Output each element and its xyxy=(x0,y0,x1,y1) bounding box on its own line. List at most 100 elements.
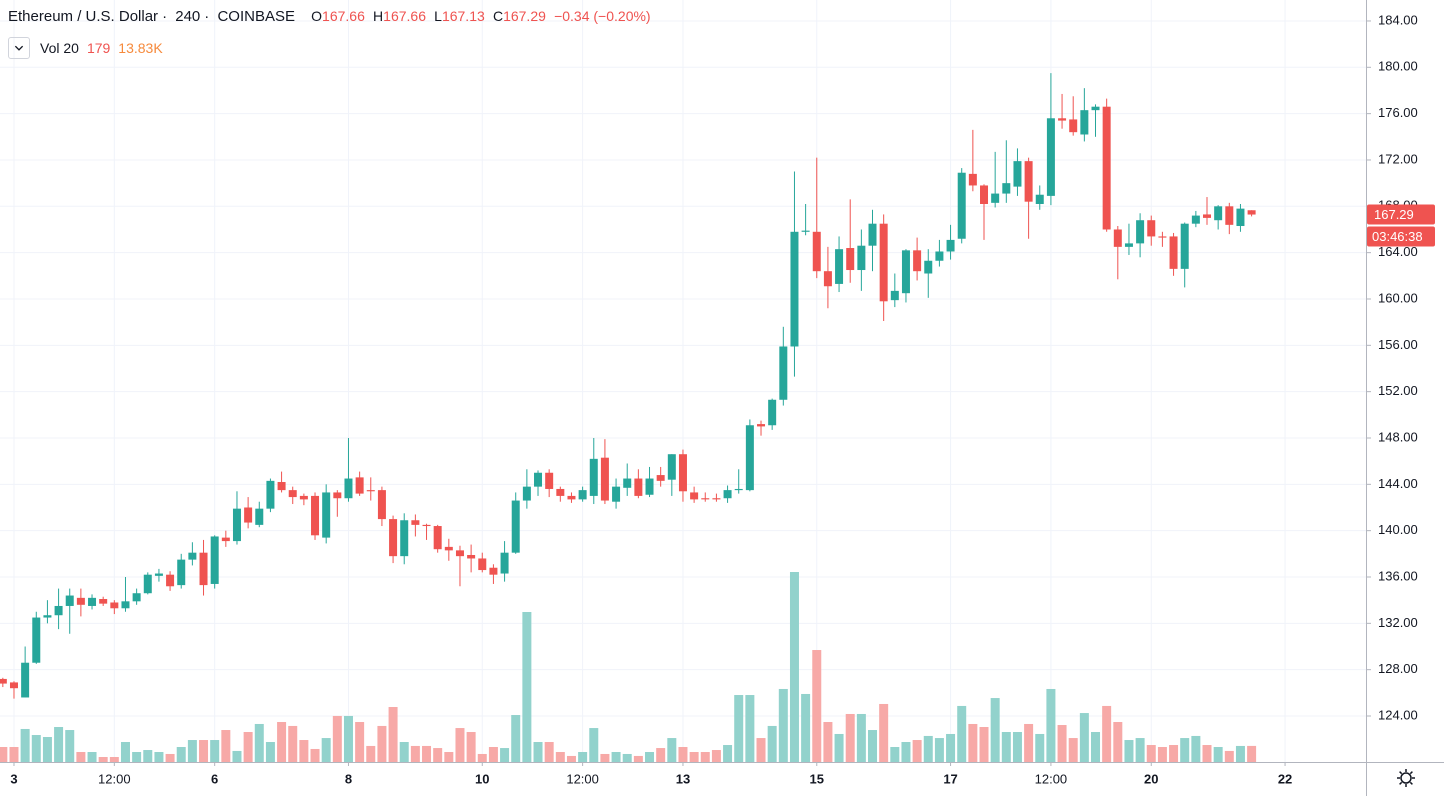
volume-bar xyxy=(1213,747,1223,762)
volume-bar xyxy=(410,745,420,762)
volume-bar xyxy=(912,740,922,762)
candle-body xyxy=(957,172,966,239)
candle-body xyxy=(556,488,565,496)
volume-bar xyxy=(388,707,398,762)
candle-body xyxy=(1169,236,1178,269)
volume-bar xyxy=(789,572,799,762)
volume-bar xyxy=(165,753,175,762)
candle-body xyxy=(1214,206,1223,221)
volume-bar xyxy=(76,752,86,762)
volume-bar xyxy=(477,753,487,762)
candle-body xyxy=(210,536,219,584)
volume-bar xyxy=(756,738,766,762)
candle-body xyxy=(790,231,799,347)
volume-bar xyxy=(65,730,75,762)
volume-bar xyxy=(1057,725,1067,762)
volume-bar xyxy=(745,695,755,762)
y-tick-label: 180.00 xyxy=(1378,59,1418,74)
h-label: H xyxy=(373,8,384,24)
volume-bar xyxy=(801,693,811,762)
volume-bar xyxy=(979,727,989,762)
y-tick-label: 136.00 xyxy=(1378,568,1418,583)
volume-bar xyxy=(723,745,733,762)
volume-bar xyxy=(20,728,30,762)
volume-bar xyxy=(310,748,320,762)
candle-body xyxy=(612,486,621,502)
volume-bar xyxy=(879,703,889,762)
volume-bar xyxy=(87,752,97,762)
candle-body xyxy=(266,480,275,509)
candle-body xyxy=(467,554,476,559)
o-label: O xyxy=(311,8,323,24)
candle-body xyxy=(779,346,788,400)
volume-bar xyxy=(868,730,878,762)
volume-bar xyxy=(678,747,688,762)
volume-bar xyxy=(923,735,933,762)
volume-bar xyxy=(946,733,956,762)
low-value: 167.13 xyxy=(441,8,485,24)
candle-body xyxy=(1136,220,1145,244)
settings-icon[interactable] xyxy=(1397,769,1415,787)
volume-bar xyxy=(711,750,721,762)
candle-body xyxy=(812,231,821,272)
candle-body xyxy=(1046,118,1055,196)
volume-bar xyxy=(533,742,543,762)
volume-bar xyxy=(1068,738,1078,762)
candle-body xyxy=(9,682,18,689)
volume-bar xyxy=(199,740,209,762)
price-tag-label: 167.29 xyxy=(1374,207,1414,222)
volume-bar xyxy=(611,752,621,762)
candle-body xyxy=(132,593,141,602)
x-tick-label: 6 xyxy=(211,771,218,786)
candle-body xyxy=(1124,243,1133,247)
x-tick-label: 8 xyxy=(345,771,352,786)
candle-body xyxy=(54,605,63,616)
candle-body xyxy=(344,478,353,499)
candle-body xyxy=(255,508,264,525)
x-tick-label: 10 xyxy=(475,771,489,786)
volume-bar xyxy=(1202,745,1212,762)
candle-body xyxy=(377,490,386,520)
candle-body xyxy=(299,495,308,500)
candle-body xyxy=(991,193,1000,203)
candle-body xyxy=(121,601,130,609)
candle-body xyxy=(913,250,922,272)
volume-bar xyxy=(243,732,253,762)
volume-bar xyxy=(176,747,186,762)
y-tick-label: 160.00 xyxy=(1378,290,1418,305)
y-tick-label: 128.00 xyxy=(1378,661,1418,676)
candle-body xyxy=(745,425,754,491)
candle-body xyxy=(823,271,832,287)
candle-body xyxy=(422,524,431,527)
candle-body xyxy=(600,457,609,501)
x-tick-label: 22 xyxy=(1278,771,1292,786)
candle-body xyxy=(1180,223,1189,269)
volume-bar xyxy=(1157,747,1167,762)
candle-body xyxy=(656,475,665,481)
volume-bar xyxy=(1180,738,1190,762)
volume-bar xyxy=(488,747,498,762)
collapse-button[interactable] xyxy=(8,37,30,59)
volume-bar xyxy=(968,723,978,762)
candle-body xyxy=(634,478,643,496)
y-tick-label: 176.00 xyxy=(1378,105,1418,120)
y-tick-label: 156.00 xyxy=(1378,337,1418,352)
candle-body xyxy=(232,508,241,542)
volume-bar xyxy=(1146,745,1156,762)
volume-bar xyxy=(422,745,432,762)
candle-body xyxy=(946,239,955,252)
volume-bar xyxy=(1024,723,1034,762)
candle-body xyxy=(143,574,152,594)
volume-bar xyxy=(511,715,521,762)
volume-bar xyxy=(377,725,387,762)
candle-body xyxy=(355,477,364,494)
candle-body xyxy=(65,595,74,606)
candle-body xyxy=(980,185,989,204)
volume-bar xyxy=(399,742,409,762)
volume-bar xyxy=(343,715,353,762)
volume-last: 13.83K xyxy=(118,40,163,56)
candle-body xyxy=(578,490,587,500)
candle-body xyxy=(21,662,30,698)
